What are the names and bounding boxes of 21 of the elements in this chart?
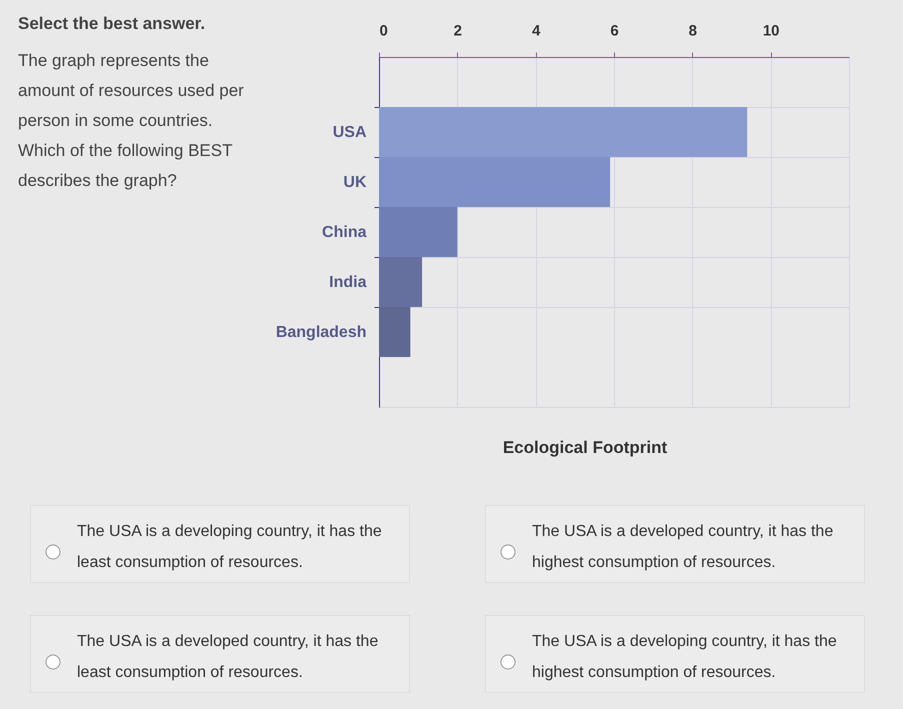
x-tick-label: 6	[610, 22, 619, 40]
bar	[379, 257, 422, 307]
x-tick-label: 2	[454, 22, 462, 40]
y-tick-label: China	[322, 224, 367, 241]
text: The USA is a developing country, it has the least consumption of resources.	[77, 523, 382, 571]
x-tick-label: 10	[762, 22, 780, 40]
text: The USA is a developed country, it has the highest consumption of resources.	[532, 523, 834, 571]
text: The USA is a developing country, it has the highest consumption of resources.	[532, 633, 837, 681]
text: The graph represents the amount of resources used per person in some countries. Which of the following BEST describes the graph?	[18, 50, 245, 192]
y-tick-label: India	[329, 274, 367, 291]
bar	[379, 307, 410, 357]
y-tick-label: USA	[332, 124, 367, 141]
x-tick-label: 8	[688, 22, 698, 40]
y-tick-label: UK	[343, 174, 367, 191]
bar	[379, 207, 458, 257]
y-tick-label: Bangladesh	[276, 324, 366, 341]
text: The USA is a developed country, it has the least consumption of resources.	[77, 633, 378, 681]
text: Select the best answer.	[18, 14, 206, 34]
x-axis-title: Ecological Footprint	[502, 438, 668, 458]
x-tick-label: 0	[380, 22, 388, 40]
x-tick-label: 4	[532, 22, 541, 40]
